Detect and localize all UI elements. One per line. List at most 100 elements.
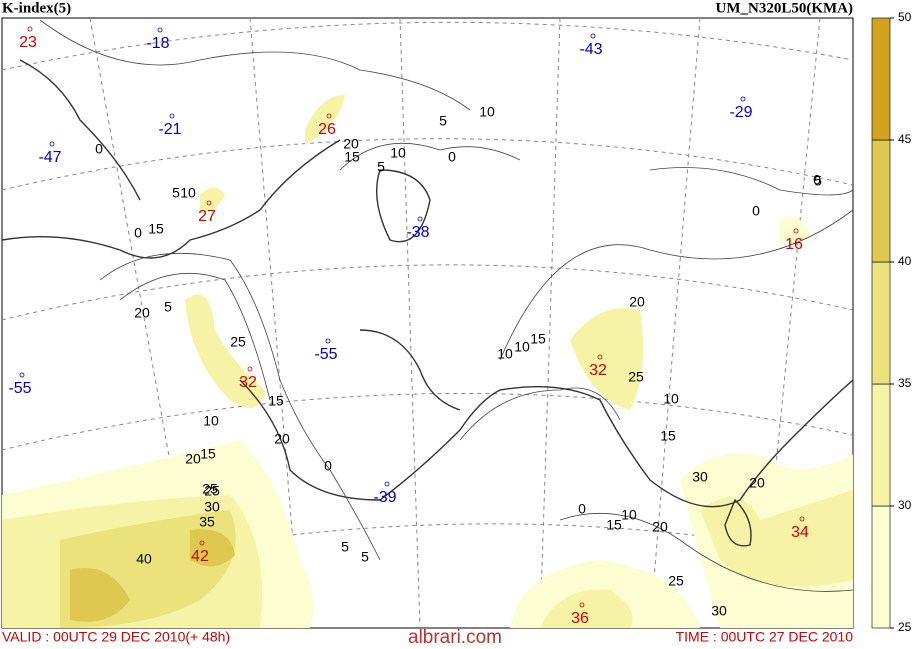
station-marker xyxy=(19,372,25,378)
contour-label: 15 xyxy=(200,446,216,462)
contour-label: 0 xyxy=(324,458,332,474)
contour-lines xyxy=(39,19,854,592)
contour-label: 20 xyxy=(629,294,645,310)
k-index-high: 34 xyxy=(791,524,809,541)
k-index-low: -39 xyxy=(373,489,396,506)
watermark: albrari.com xyxy=(408,627,502,648)
contour-label: 0 xyxy=(134,225,142,241)
colorbar-label: 40 xyxy=(898,254,912,268)
contour-label: 30 xyxy=(711,603,727,619)
contour-label: 5 xyxy=(377,159,385,175)
colorbar-box xyxy=(871,505,891,629)
k-index-high: 32 xyxy=(239,374,257,391)
contour-label: 10 xyxy=(663,391,679,407)
init-time: TIME : 00UTC 27 DEC 2010 xyxy=(676,629,854,645)
map-title: K-index(5) xyxy=(2,0,71,16)
valid-time: VALID : 00UTC 29 DEC 2010(+ 48h) xyxy=(2,629,230,645)
contour-label: 25 xyxy=(202,481,218,497)
k-index-low: -38 xyxy=(406,224,429,241)
contour-label: 10 xyxy=(621,507,637,523)
colorbar-box xyxy=(871,17,891,141)
contour-label: 0 xyxy=(448,149,456,165)
contour-label: 5 xyxy=(164,299,172,315)
contour-label: 15 xyxy=(268,393,284,409)
station-marker xyxy=(199,540,205,546)
contour-label: 15 xyxy=(660,428,676,444)
colorbar-label: 25 xyxy=(898,620,912,634)
k-index-high: 32 xyxy=(589,362,607,379)
k-index-high: 16 xyxy=(785,236,803,253)
contour-label: 15 xyxy=(530,331,546,347)
contour-label: 20 xyxy=(274,431,290,447)
contour-label: 30 xyxy=(204,499,220,515)
colorbar-label: 35 xyxy=(898,376,912,390)
k-index-high: 23 xyxy=(19,34,37,51)
station-marker xyxy=(417,216,423,222)
station-marker xyxy=(169,113,175,119)
station-marker xyxy=(740,96,746,102)
colorbar-label: 50 xyxy=(898,10,912,24)
contour-label: 20 xyxy=(185,451,201,467)
contour-label: 15 xyxy=(148,221,164,237)
contour-label: 10 xyxy=(390,145,406,161)
contour-label: 35 xyxy=(199,514,215,530)
contour-label: 25 xyxy=(230,334,246,350)
contour-label: 0 xyxy=(752,203,760,219)
contour-label: 15 xyxy=(606,517,622,533)
station-marker xyxy=(326,113,332,119)
station-marker xyxy=(799,516,805,522)
contour-label: 15 xyxy=(344,149,360,165)
colorbar-label: 45 xyxy=(898,132,912,146)
model-name: UM_N320L50(KMA) xyxy=(716,0,853,16)
k-index-low: -55 xyxy=(8,380,31,397)
station-marker xyxy=(579,602,585,608)
contour-label: 10 xyxy=(497,346,513,362)
station-marker xyxy=(384,481,390,487)
k-index-low: -29 xyxy=(729,104,752,121)
contour-label: 5 xyxy=(361,549,369,565)
contour-label: 0 xyxy=(578,501,586,517)
contour-label: 30 xyxy=(692,469,708,485)
contour-label: 25 xyxy=(668,573,684,589)
contour-label: 5 xyxy=(172,185,180,201)
k-index-low: -21 xyxy=(158,121,181,138)
contour-label: 20 xyxy=(652,519,668,535)
k-index-high: 27 xyxy=(198,208,216,225)
k-index-low: -47 xyxy=(38,149,61,166)
contour-label: 0 xyxy=(95,141,103,157)
station-marker xyxy=(247,366,253,372)
contour-label: 20 xyxy=(343,136,359,152)
contour-label: 25 xyxy=(628,369,644,385)
contour-label: 0 xyxy=(813,172,821,188)
contour-label: 10 xyxy=(180,185,196,201)
k-index-low: -43 xyxy=(579,41,602,58)
colorbar-box xyxy=(871,261,891,385)
k-index-high: 42 xyxy=(191,548,209,565)
contour-label: 20 xyxy=(134,305,150,321)
k-index-high: 36 xyxy=(571,610,589,627)
station-marker xyxy=(27,26,33,32)
k-index-low: -18 xyxy=(146,35,169,52)
station-marker xyxy=(325,338,331,344)
station-marker xyxy=(590,33,596,39)
contour-label: 5 xyxy=(814,173,822,189)
contour-label: 10 xyxy=(203,413,219,429)
station-marker xyxy=(793,228,799,234)
contour-label: 5 xyxy=(341,539,349,555)
contour-label: 5 xyxy=(439,113,447,129)
colorbar-label: 30 xyxy=(898,498,912,512)
station-marker xyxy=(206,200,212,206)
k-index-high: 26 xyxy=(318,121,336,138)
k-index-low: -55 xyxy=(314,346,337,363)
colorbar-box xyxy=(871,139,891,263)
coastlines xyxy=(1,59,854,547)
station-marker xyxy=(49,141,55,147)
station-marker xyxy=(597,354,603,360)
contour-label: 20 xyxy=(749,475,765,491)
contour-label: 10 xyxy=(514,339,530,355)
contour-label: 40 xyxy=(136,551,152,567)
graticule xyxy=(1,17,854,629)
contour-label: 10 xyxy=(479,104,495,120)
contour-label: 25 xyxy=(204,483,220,499)
